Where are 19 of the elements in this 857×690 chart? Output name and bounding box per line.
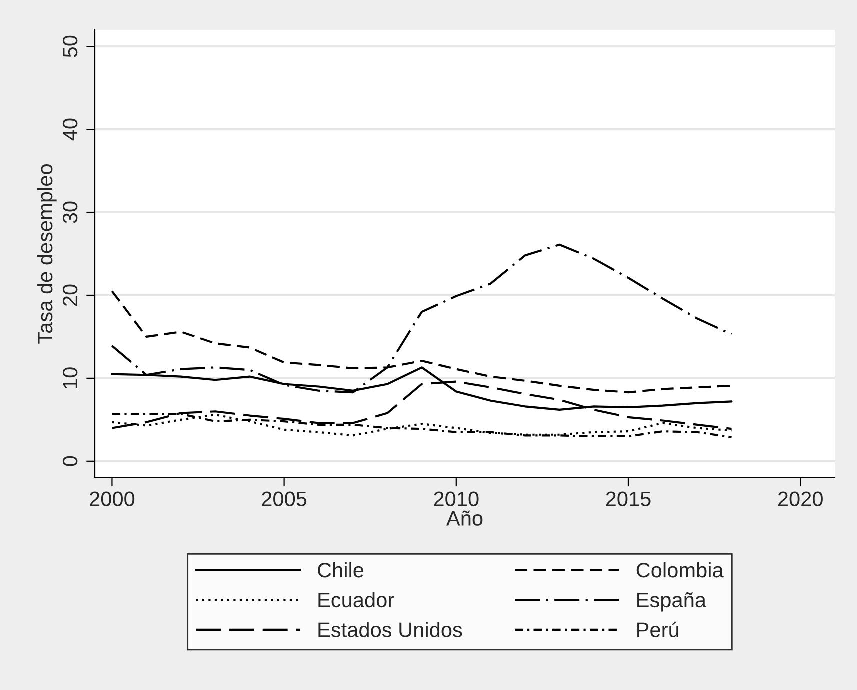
legend-label: Estados Unidos — [318, 622, 462, 638]
legend-label: Colombia — [636, 562, 724, 578]
x-tick-label: 2005 — [262, 492, 307, 506]
y-tick-label: 20 — [62, 284, 78, 306]
x-tick-label: 2020 — [778, 492, 823, 506]
x-tick-label: 2010 — [434, 492, 479, 506]
x-tick-label: 2015 — [606, 492, 651, 506]
y-tick-label: 50 — [62, 36, 78, 58]
y-axis-title: Tasa de desempleo — [37, 164, 57, 344]
y-tick-label: 0 — [62, 456, 78, 466]
legend-label: Chile — [318, 562, 364, 578]
x-tick-label: 2000 — [90, 492, 135, 506]
y-tick-label: 40 — [62, 118, 78, 141]
y-tick-label: 30 — [62, 202, 78, 224]
legend-label: España — [638, 592, 706, 612]
legend-label: Ecuador — [318, 592, 394, 608]
x-axis-title: Año — [446, 510, 483, 526]
y-tick-label: 10 — [62, 368, 78, 388]
legend-label: Perú — [638, 622, 679, 638]
